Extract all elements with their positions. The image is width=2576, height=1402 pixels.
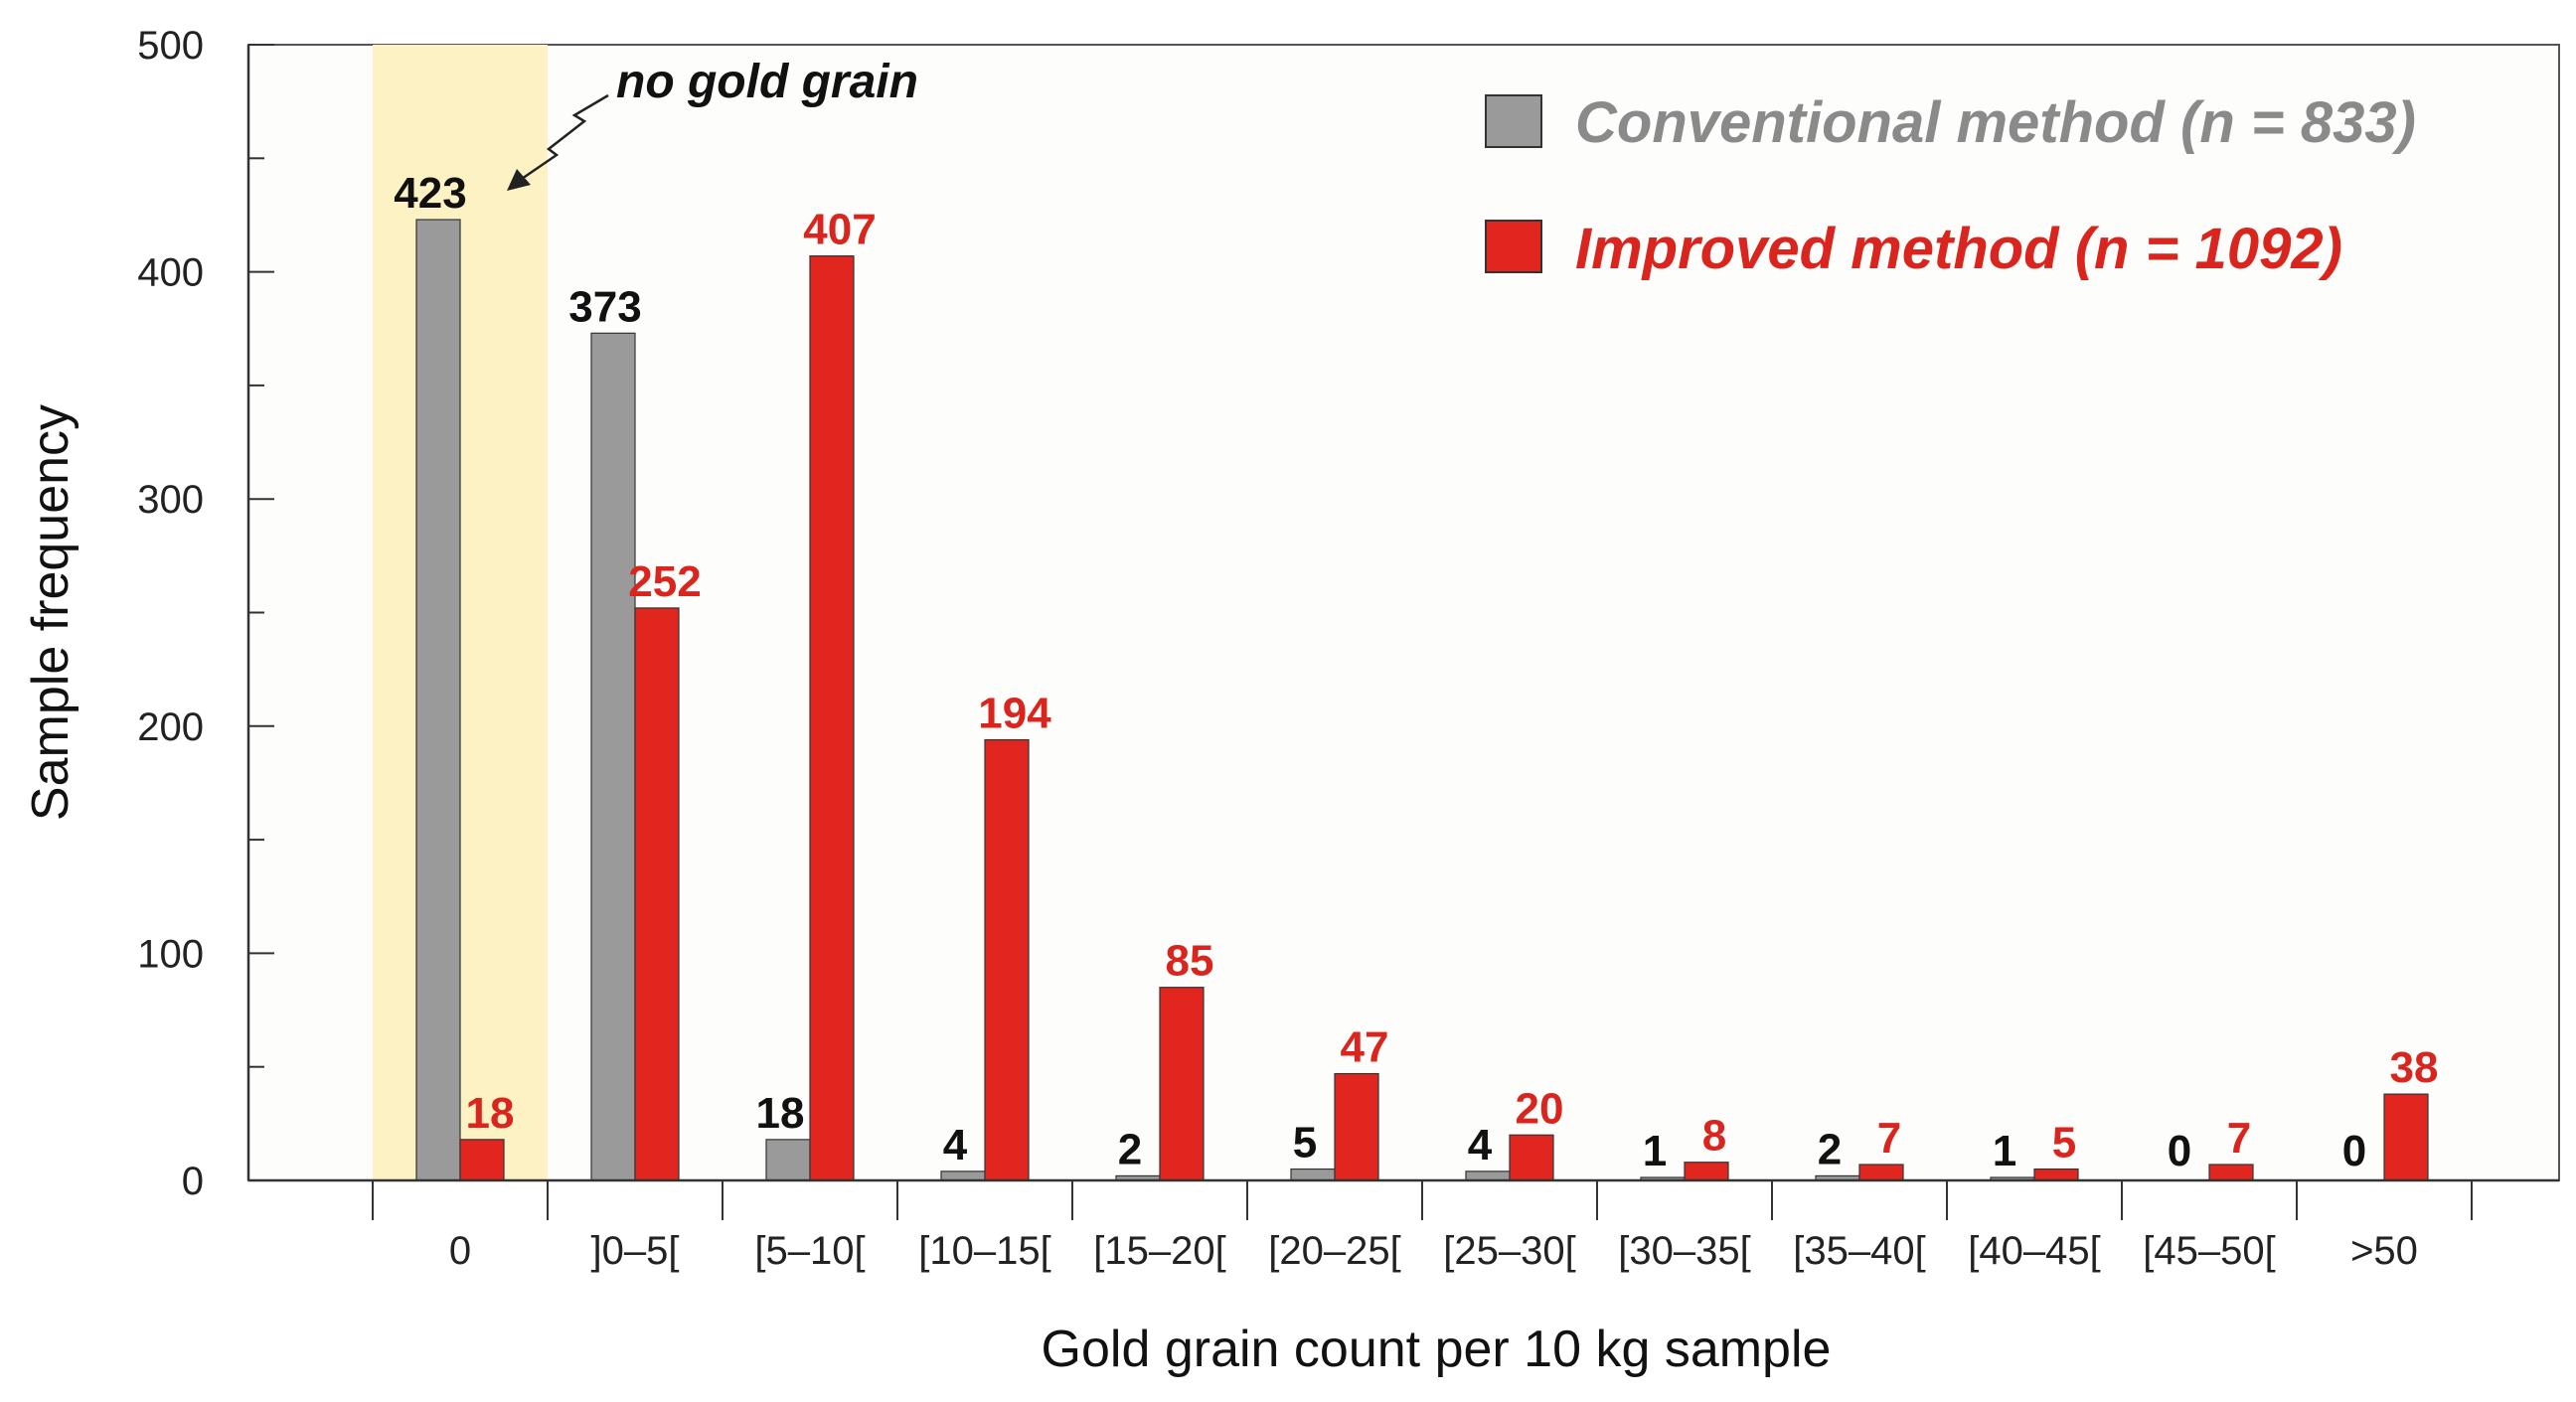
y-tick-label: 400 xyxy=(137,251,204,295)
value-label-conventional: 18 xyxy=(756,1089,805,1138)
bar-conventional xyxy=(940,1170,986,1181)
value-label-improved: 38 xyxy=(2390,1043,2439,1092)
x-tick-label: [15–20[ xyxy=(1093,1229,1225,1273)
legend-swatch-conventional xyxy=(1485,94,1542,148)
y-axis-title: Sample frequency xyxy=(22,404,80,821)
value-label-conventional: 2 xyxy=(1818,1125,1842,1173)
x-tick-label: [45–50[ xyxy=(2143,1229,2275,1273)
bar-conventional xyxy=(415,219,461,1181)
bar-improved xyxy=(984,738,1030,1181)
x-tick-label: [30–35[ xyxy=(1618,1229,1750,1273)
value-label-conventional: 5 xyxy=(1293,1119,1317,1168)
value-label-improved: 8 xyxy=(1702,1112,1726,1161)
value-label-improved: 252 xyxy=(628,557,701,606)
bar-improved xyxy=(2033,1168,2079,1181)
value-label-improved: 7 xyxy=(2227,1114,2251,1163)
value-label-conventional: 4 xyxy=(943,1121,968,1169)
value-label-conventional: 2 xyxy=(1118,1125,1142,1173)
bar-conventional xyxy=(1465,1170,1511,1181)
bar-improved xyxy=(1858,1164,1904,1181)
annotation: no gold grain xyxy=(507,56,918,191)
x-tick-label: >50 xyxy=(2350,1229,2418,1273)
bar-improved xyxy=(809,254,855,1181)
bar-conventional xyxy=(1290,1168,1336,1181)
y-tick-label: 0 xyxy=(182,1160,204,1203)
value-label-conventional: 1 xyxy=(1643,1127,1667,1175)
arrowhead-icon xyxy=(507,169,531,191)
y-tick-label: 500 xyxy=(137,24,204,68)
x-tick-label: [40–45[ xyxy=(1968,1229,2100,1273)
x-tick-label: [10–15[ xyxy=(918,1229,1050,1273)
value-label-improved: 18 xyxy=(466,1089,515,1138)
value-label-conventional: 0 xyxy=(2168,1127,2191,1175)
value-label-conventional: 373 xyxy=(568,282,641,331)
value-label-improved: 47 xyxy=(1341,1023,1389,1072)
x-tick-label: [20–25[ xyxy=(1268,1229,1400,1273)
value-label-improved: 194 xyxy=(978,690,1051,738)
y-tick-label: 200 xyxy=(137,705,204,749)
value-label-improved: 7 xyxy=(1877,1114,1901,1163)
bar-improved xyxy=(1509,1134,1554,1181)
annotation-text: no gold grain xyxy=(616,56,918,108)
bar-improved xyxy=(1684,1162,1729,1181)
value-label-conventional: 423 xyxy=(394,169,466,218)
legend-swatch-improved xyxy=(1485,220,1542,273)
bar-improved xyxy=(2208,1164,2254,1181)
x-tick-label: [35–40[ xyxy=(1793,1229,1925,1273)
bar-improved xyxy=(2383,1093,2429,1181)
annotation-arrow-icon xyxy=(518,93,609,183)
bar-improved xyxy=(1334,1072,1379,1181)
bar-conventional xyxy=(765,1139,811,1181)
bar-improved xyxy=(1159,987,1205,1181)
value-label-conventional: 0 xyxy=(2342,1127,2366,1175)
x-axis-title: Gold grain count per 10 kg sample xyxy=(1042,1321,1832,1378)
value-label-improved: 407 xyxy=(803,206,876,254)
x-tick-label: [25–30[ xyxy=(1443,1229,1575,1273)
value-label-improved: 20 xyxy=(1516,1084,1564,1133)
x-tick-label: ]0–5[ xyxy=(591,1229,680,1273)
legend-label-improved: Improved method (n = 1092) xyxy=(1575,217,2342,281)
y-tick-label: 300 xyxy=(137,478,204,522)
legend-label-conventional: Conventional method (n = 833) xyxy=(1575,90,2416,155)
bar-conventional xyxy=(590,332,636,1181)
value-label-conventional: 4 xyxy=(1468,1121,1493,1169)
value-label-improved: 5 xyxy=(2052,1119,2076,1168)
y-tick-label: 100 xyxy=(137,932,204,976)
value-label-conventional: 1 xyxy=(1993,1127,2016,1175)
bar-improved xyxy=(634,607,680,1181)
x-tick-label: 0 xyxy=(449,1229,471,1273)
bar-improved xyxy=(459,1139,505,1181)
legend: Conventional method (n = 833) Improved m… xyxy=(1485,90,2416,281)
value-label-improved: 85 xyxy=(1166,937,1214,986)
x-tick-label: [5–10[ xyxy=(754,1229,865,1273)
